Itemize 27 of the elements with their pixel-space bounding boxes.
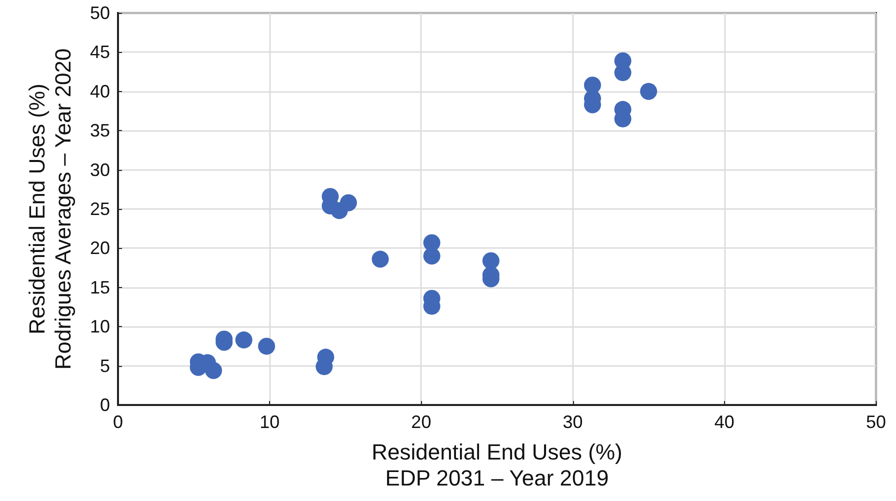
y-tick-label: 35 [90,120,110,141]
y-tick-label: 5 [100,356,110,376]
y-tick-label: 25 [90,199,110,219]
y-tick-label: 15 [90,277,110,298]
point [340,194,357,212]
y-axis-title: Residential End Uses (%) Rodrigues Averages – Year 2020 [24,48,76,370]
point [423,248,440,265]
y-tick-label: 0 [100,395,110,415]
x-tick-label: 20 [411,412,432,432]
y-tick-label: 50 [90,3,110,23]
point [258,338,276,355]
point [235,331,252,348]
x-tick-label: 30 [562,412,583,432]
y-tick-label: 40 [90,81,110,102]
point [205,362,222,379]
point [372,250,389,268]
y-tick-label: 10 [90,316,110,337]
point [482,252,500,270]
x-tick-label: 40 [714,412,734,432]
y-tick-label: 20 [90,238,110,258]
y-tick-label: 45 [90,42,110,62]
x-tick-label: 10 [260,412,280,432]
x-tick-label: 0 [112,412,124,432]
point [640,82,658,100]
x-tick-label: 50 [866,412,886,432]
x-axis-title: Residential End Uses (%) EDP 2031 – Year 2019 [372,440,622,490]
y-tick-label: 30 [90,160,110,180]
